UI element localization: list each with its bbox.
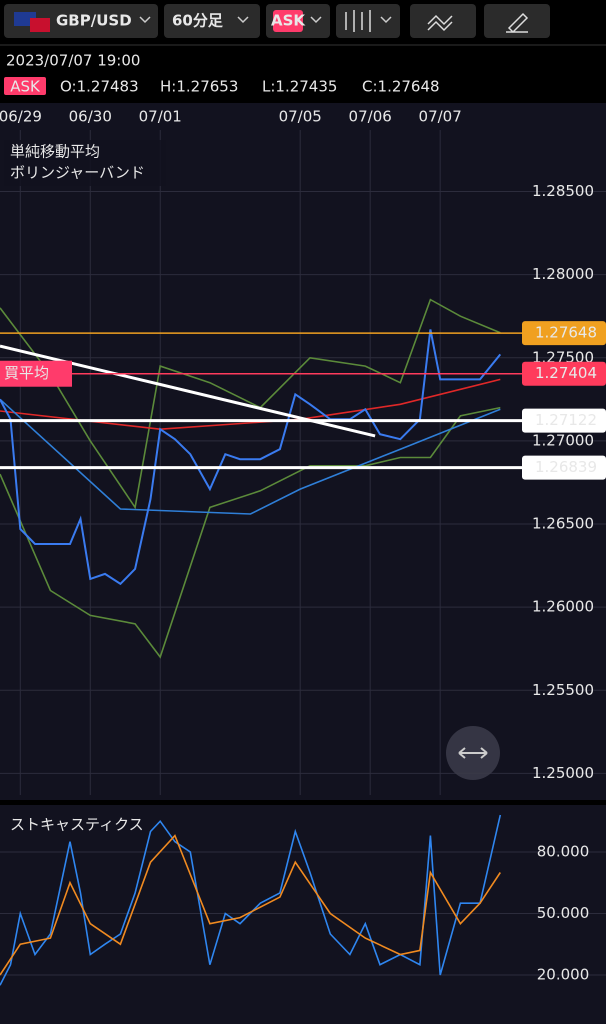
x-tick-label: 07/01 — [139, 108, 182, 126]
series-line — [0, 398, 501, 515]
buy-average-label: 買平均 — [4, 364, 49, 382]
series-line — [0, 814, 502, 986]
pan-icon — [458, 747, 488, 759]
y-tick-label: 50.000 — [537, 904, 590, 922]
stoch-chart: 20.000 50.000 80.000 — [0, 814, 606, 986]
price-label-box — [522, 455, 606, 480]
indicator-button[interactable] — [410, 4, 476, 38]
chevron — [380, 16, 392, 24]
candle-icon — [345, 10, 371, 32]
main-chart: 06/29 06/30 07/01 07/05 07/06 07/07 1.25000 1.2… — [0, 108, 606, 795]
chevron — [139, 16, 151, 24]
series-line — [0, 406, 501, 659]
flag-us — [30, 18, 50, 32]
x-tick-label: 07/07 — [419, 108, 462, 126]
close: C:1.27648 — [362, 78, 440, 96]
y-tick-label: 1.27000 — [532, 431, 594, 449]
indicator-label: 単純移動平均 — [10, 143, 100, 161]
series-line — [0, 834, 501, 976]
symbol: GBP/USD — [56, 12, 132, 30]
y-tick-label: 1.26000 — [532, 598, 594, 616]
info-side: ASK — [10, 78, 41, 96]
chevron — [237, 16, 249, 24]
side-badge — [273, 10, 303, 32]
y-tick-label: 1.28000 — [532, 265, 594, 283]
indicator-icon — [427, 14, 453, 32]
y-tick-label: 80.000 — [537, 842, 590, 860]
buy-average-box — [0, 360, 72, 387]
high: H:1.27653 — [160, 78, 238, 96]
x-tick-label: 06/30 — [69, 108, 112, 126]
timeframe-button[interactable] — [164, 4, 260, 38]
price-label: 1.27404 — [535, 364, 597, 382]
price-label: 1.27122 — [535, 411, 597, 429]
legend-box — [4, 140, 166, 186]
y-tick-label: 20.000 — [537, 965, 590, 983]
price-label-box — [522, 408, 606, 433]
open: O:1.27483 — [60, 78, 139, 96]
pen-icon — [506, 12, 529, 34]
indicator-label: ボリンジャーバンド — [10, 164, 145, 182]
x-tick-label: 07/06 — [349, 108, 392, 126]
toolbar: GBP/USD 60分足 ASK — [4, 4, 550, 38]
chevron — [310, 16, 322, 24]
stoch-panel — [0, 805, 606, 1024]
main-panel — [0, 103, 606, 800]
y-tick-label: 1.26500 — [532, 515, 594, 533]
chart-type-button[interactable] — [336, 4, 400, 38]
timeframe: 60分足 — [172, 12, 224, 30]
series-line — [0, 329, 502, 586]
price-label-box — [522, 321, 606, 346]
side-badge — [4, 77, 46, 95]
price-label: 1.26839 — [535, 458, 597, 476]
side: ASK — [271, 12, 306, 30]
stoch-title: ストキャスティクス — [10, 816, 144, 834]
price-label: 1.27648 — [535, 324, 597, 342]
x-tick-label: 07/05 — [279, 108, 322, 126]
price-label-box — [522, 361, 606, 386]
x-tick-label: 06/29 — [0, 108, 42, 126]
datetime: 2023/07/07 19:00 — [6, 52, 140, 70]
y-tick-label: 1.25500 — [532, 681, 594, 699]
low: L:1.27435 — [262, 78, 337, 96]
y-tick-label: 1.25000 — [532, 764, 594, 782]
y-tick-label: 1.28500 — [532, 182, 594, 200]
